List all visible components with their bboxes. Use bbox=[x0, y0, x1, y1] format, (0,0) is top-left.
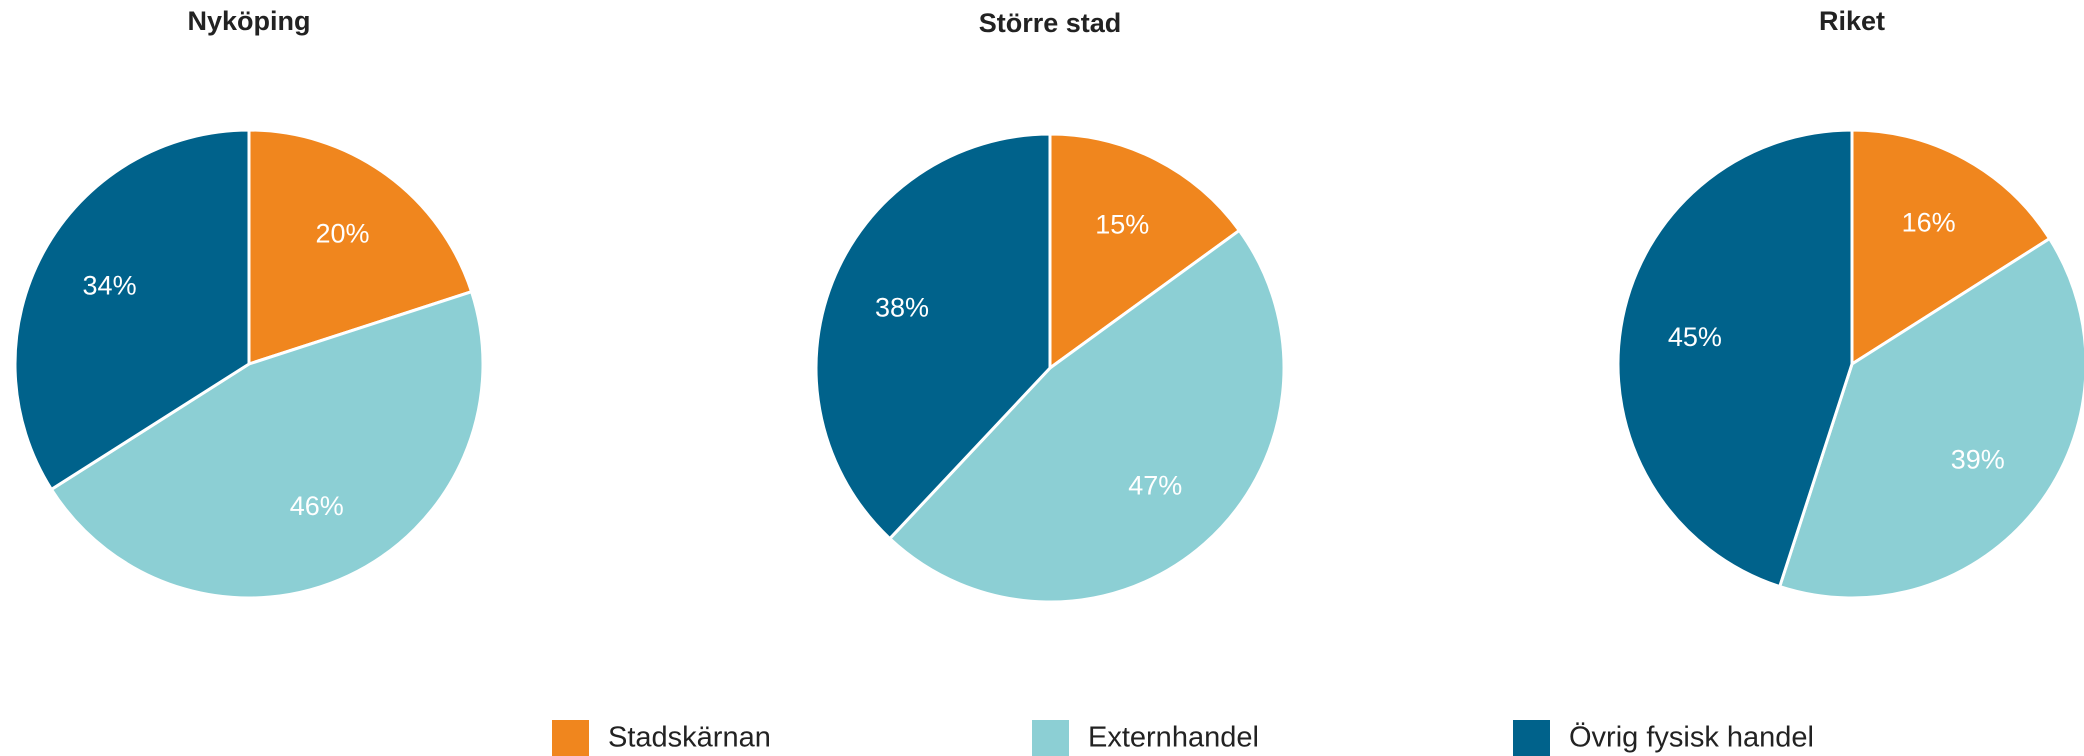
pie-slice bbox=[13, 128, 251, 492]
pie-slice bbox=[49, 289, 485, 600]
legend-label: Stadskärnan bbox=[608, 722, 771, 754]
legend-label: Övrig fysisk handel bbox=[1569, 722, 1814, 754]
pie-slice bbox=[887, 228, 1286, 604]
legend-swatch bbox=[1032, 720, 1069, 756]
data-label: 39% bbox=[1951, 445, 2005, 475]
legend-swatch bbox=[552, 720, 589, 756]
pie-slice bbox=[1616, 128, 1854, 589]
data-label: 46% bbox=[290, 491, 344, 521]
legend-label: Externhandel bbox=[1088, 722, 1259, 754]
data-label: 45% bbox=[1668, 322, 1722, 352]
pie-slice bbox=[814, 132, 1052, 541]
pie-slice bbox=[247, 128, 474, 367]
data-label: 38% bbox=[875, 293, 929, 323]
chart-title: Riket bbox=[1819, 6, 1885, 36]
data-label: 16% bbox=[1902, 208, 1956, 238]
pie-slice bbox=[1777, 236, 2084, 600]
pie-slice bbox=[1048, 132, 1242, 371]
pie-slice bbox=[1850, 128, 2052, 367]
data-label: 47% bbox=[1128, 470, 1182, 500]
data-label: 34% bbox=[83, 270, 137, 300]
chart-title: Större stad bbox=[979, 8, 1122, 38]
chart-title: Nyköping bbox=[187, 6, 310, 36]
legend-swatch bbox=[1513, 720, 1550, 756]
data-label: 20% bbox=[316, 218, 370, 248]
data-label: 15% bbox=[1095, 209, 1149, 239]
